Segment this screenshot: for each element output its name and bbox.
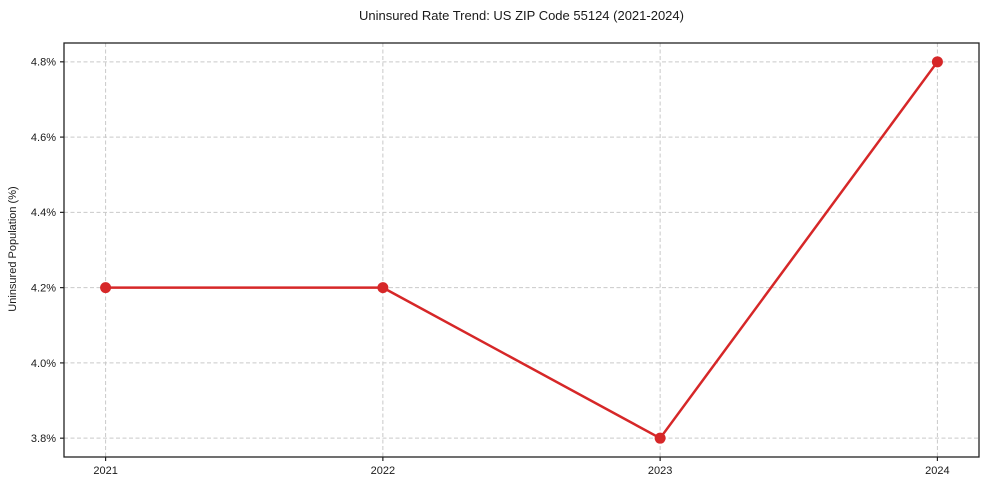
y-tick-label: 4.2% [31,282,56,294]
data-point-marker [377,282,389,294]
y-tick-label: 4.4% [31,207,56,219]
x-tick-label: 2023 [648,465,672,477]
chart-title: Uninsured Rate Trend: US ZIP Code 55124 … [359,8,684,23]
y-tick-label: 4.6% [31,132,56,144]
x-tick-label: 2024 [925,465,949,477]
data-point-marker [100,282,112,294]
data-point-marker [654,432,666,444]
y-tick-label: 4.8% [31,57,56,69]
x-tick-label: 2022 [371,465,395,477]
y-tick-label: 4.0% [31,358,56,370]
data-point-marker [931,56,943,68]
y-tick-label: 3.8% [31,433,56,445]
x-tick-label: 2021 [93,465,117,477]
trend-line [104,60,939,440]
plot-border [63,42,980,458]
